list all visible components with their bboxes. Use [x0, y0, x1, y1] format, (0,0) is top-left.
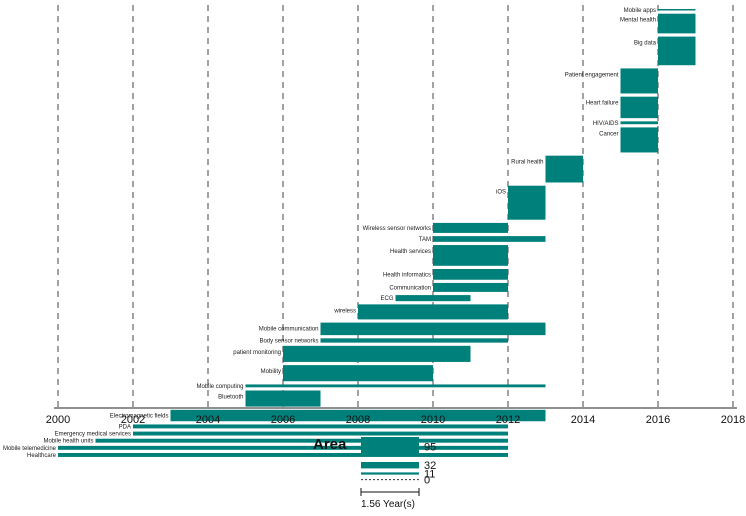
topic-bar: [58, 445, 508, 450]
topic-bar: [283, 345, 471, 362]
topic-bar: [133, 431, 508, 436]
topic-bar: [545, 155, 583, 183]
x-tick-label: 2012: [496, 414, 520, 426]
topic-bar: [433, 222, 508, 233]
topic-label: Cancer: [599, 131, 618, 137]
x-tick-label: 2000: [46, 414, 70, 426]
topic-bar: [358, 304, 508, 320]
topic-label: Wireless sensor networks: [363, 226, 431, 232]
topic-label: Mobile telemedicine: [3, 446, 57, 452]
legend-swatch: [361, 462, 419, 469]
topic-bar: [58, 453, 508, 457]
topic-label: TAM: [419, 237, 431, 243]
topic-bar: [320, 322, 546, 336]
x-axis: 2000 2002 2004 2006 2008 2010 2012 2014 2016 2018: [46, 407, 745, 426]
topic-label: Body sensor networks: [259, 338, 318, 344]
x-tick-label: 2018: [721, 414, 745, 426]
topic-label: Health services: [390, 249, 431, 255]
topic-label: Heart failure: [586, 101, 619, 107]
topic-bar: [433, 236, 546, 242]
legend-title: Area: [313, 436, 347, 453]
legend-swatch: [361, 472, 419, 475]
topic-bar: [620, 121, 658, 125]
topic-bar: [95, 438, 508, 443]
topic-bar: [658, 13, 696, 34]
topic-bar: [320, 338, 508, 343]
legend-value: 95: [424, 442, 436, 454]
x-tick-label: 2004: [196, 414, 220, 426]
topic-label: wireless: [333, 308, 356, 314]
x-tick-label: 2014: [571, 414, 595, 426]
topic-label: patient monitoring: [233, 350, 281, 356]
legend-value: 11: [424, 469, 435, 481]
x-tick-label: 2016: [646, 414, 670, 426]
topic-bar: [395, 295, 471, 302]
topic-bar: [620, 96, 658, 119]
topic-bar: [658, 9, 696, 11]
topic-label: Communication: [389, 285, 431, 291]
topic-label: Patient engagement: [565, 72, 619, 78]
topic-bar: [620, 68, 658, 94]
topic-label: Mobile communication: [259, 327, 319, 333]
topic-label: Health informatics: [383, 272, 431, 278]
topic-bar: [433, 269, 508, 280]
topic-label: Emergency medical services: [55, 432, 131, 438]
topic-label: Rural health: [511, 160, 543, 166]
topic-bar: [508, 185, 546, 220]
year-gridlines: [57, 5, 734, 407]
topic-bar: [133, 424, 508, 429]
topic-bars: Mobile apps Mental health Big data Patient …: [3, 8, 696, 459]
topic-label: HIV/AIDS: [593, 121, 619, 127]
topic-label: Big data: [634, 41, 657, 47]
x-tick-label: 2010: [421, 414, 445, 426]
topic-label: Mobile computing: [196, 384, 243, 390]
topic-bar: [658, 36, 696, 66]
topic-label: PDA: [119, 424, 131, 430]
legend-scale-label: 1.56 Year(s): [361, 499, 415, 510]
topic-label: Mobile health units: [43, 439, 93, 445]
x-tick-label: 2002: [121, 414, 145, 426]
topic-bar: [245, 390, 321, 407]
legend-swatch: [361, 437, 419, 456]
legend-value: 32: [424, 460, 436, 472]
topic-bar: [433, 282, 508, 292]
topic-bar: [170, 409, 546, 422]
topic-label: iOS: [496, 190, 506, 196]
topic-label: Mobility: [261, 369, 281, 375]
legend-value: 0: [424, 475, 430, 487]
x-tick-label: 2006: [271, 414, 295, 426]
topic-label: Healthcare: [27, 453, 57, 459]
topic-bar: [433, 245, 508, 266]
topic-bar: [283, 365, 433, 382]
topic-label: Bluetooth: [218, 395, 243, 401]
topic-label: Electromagnetic fields: [110, 414, 169, 420]
topic-bar: [620, 127, 658, 153]
topic-label: Mobile apps: [624, 8, 656, 14]
topic-label: Mental health: [620, 18, 656, 24]
x-tick-label: 2008: [346, 414, 370, 426]
topic-label: ECG: [380, 296, 393, 302]
topic-bar: [245, 384, 546, 388]
